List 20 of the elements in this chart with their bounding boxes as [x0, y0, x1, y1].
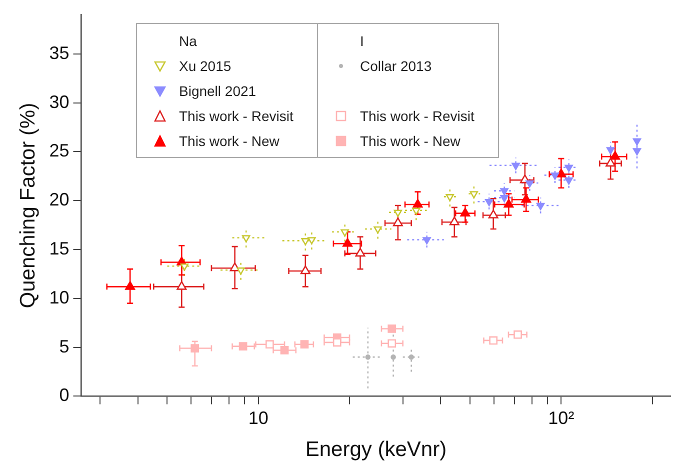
annotation: Na	[178, 32, 198, 50]
legend-label: This work - New	[179, 132, 280, 148]
y-tick-label: 10	[49, 287, 70, 308]
legend-label: This work - Revisit	[179, 108, 294, 124]
annotation: I	[359, 32, 365, 50]
y-tick-label: 0	[59, 385, 70, 406]
legend-label: Collar 2013	[360, 58, 432, 74]
legend-label: Bignell 2021	[179, 82, 256, 98]
y-tick-label: 25	[49, 140, 70, 161]
y-tick-label: 15	[49, 238, 70, 258]
y-tick-label: 30	[49, 92, 70, 112]
y-axis-title: Quenching Factor (%)	[16, 102, 40, 308]
legend-label: This work - Revisit	[360, 108, 474, 124]
x-axis-title: Energy (keVnr)	[305, 438, 447, 462]
y-tick-label: 5	[59, 336, 70, 356]
legend-label: Xu 2015	[179, 58, 232, 74]
y-tick-label: 20	[49, 190, 70, 210]
y-tick-label: 35	[49, 42, 70, 63]
x-tick-label: 10²	[548, 408, 574, 428]
legend-label: This work - New	[360, 132, 460, 148]
